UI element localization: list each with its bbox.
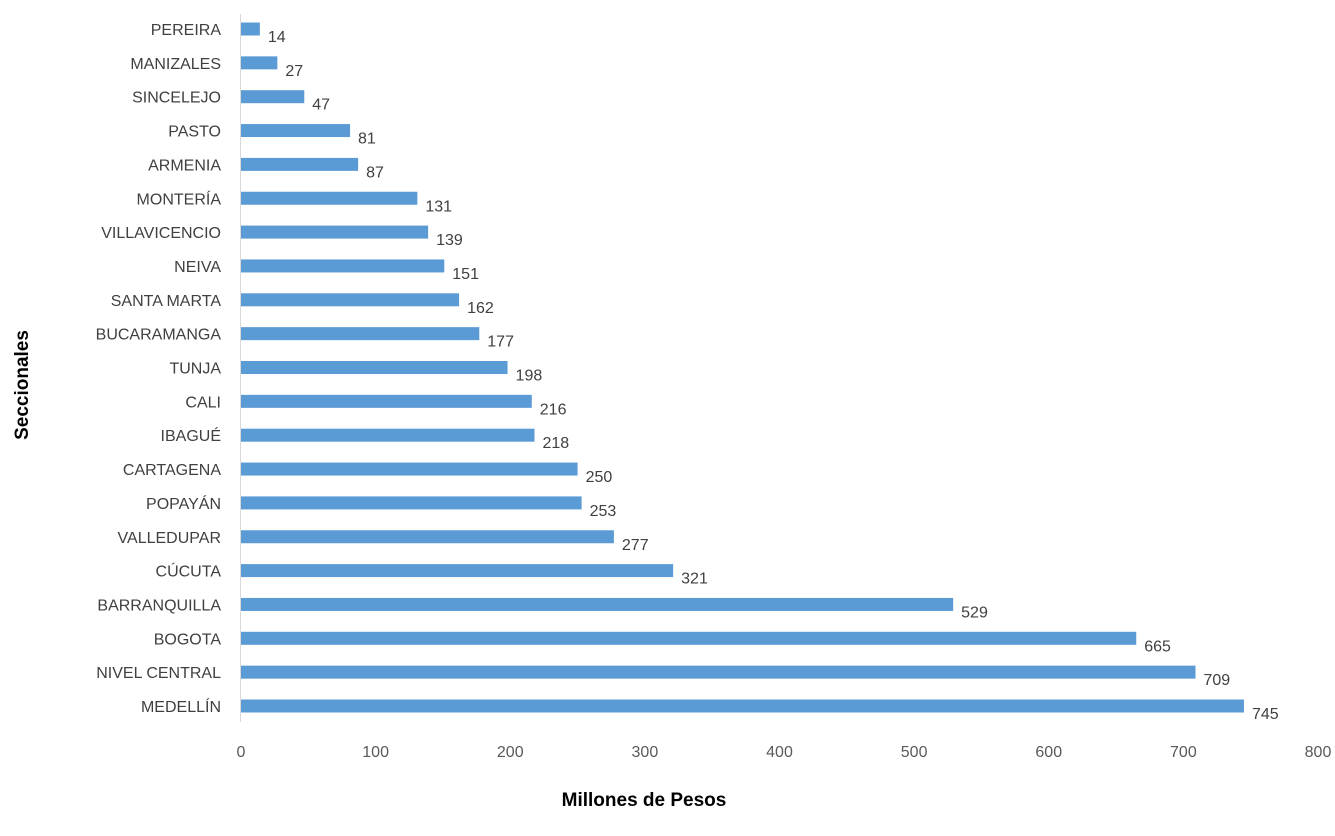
bar <box>241 462 578 476</box>
category-label: CARTAGENA <box>123 462 221 479</box>
data-label: 321 <box>681 571 708 588</box>
y-axis-title: Seccionales <box>12 330 33 440</box>
category-label: BOGOTA <box>154 631 222 648</box>
bar <box>241 124 351 138</box>
x-tick-label: 400 <box>766 744 793 761</box>
category-label: NEIVA <box>174 259 221 276</box>
bar <box>241 191 418 205</box>
x-axis-title: Millones de Pesos <box>562 790 727 811</box>
bar <box>241 394 532 408</box>
category-label: BUCARAMANGA <box>96 327 222 344</box>
category-label: SANTA MARTA <box>111 293 222 310</box>
category-label: PEREIRA <box>151 22 222 39</box>
data-label: 14 <box>268 29 286 46</box>
bar <box>241 327 480 341</box>
category-label: NIVEL CENTRAL <box>96 665 221 682</box>
data-label: 253 <box>590 503 617 520</box>
data-label: 177 <box>487 334 514 351</box>
bar <box>241 157 359 171</box>
bar <box>241 496 582 510</box>
category-labels: MEDELLÍN NIVEL CENTRAL BOGOTA BARRANQUILLA C… <box>96 22 222 716</box>
data-label: 250 <box>586 469 613 486</box>
bar <box>241 699 1244 713</box>
bar <box>241 259 445 273</box>
x-tick-label: 600 <box>1035 744 1062 761</box>
bar <box>241 530 614 544</box>
bar <box>241 22 260 36</box>
bar <box>241 564 674 578</box>
data-label: 27 <box>285 63 303 80</box>
data-label: 47 <box>312 97 330 114</box>
x-tick-label: 500 <box>901 744 928 761</box>
x-tick-labels: 0 100 200 300 400 500 600 700 800 <box>237 744 1332 761</box>
category-label: SINCELEJO <box>132 90 221 107</box>
data-label: 131 <box>425 198 452 215</box>
x-tick-label: 800 <box>1305 744 1332 761</box>
data-label: 198 <box>516 368 543 385</box>
bar <box>241 293 460 307</box>
category-label: CÚCUTA <box>156 562 222 581</box>
category-label: MEDELLÍN <box>141 697 221 716</box>
category-label: IBAGUÉ <box>161 426 221 445</box>
data-label: 745 <box>1252 706 1279 723</box>
x-tick-label: 700 <box>1170 744 1197 761</box>
category-label: MANIZALES <box>130 56 221 73</box>
bar <box>241 361 508 374</box>
data-label: 277 <box>622 537 649 554</box>
category-label: MONTERÍA <box>137 189 222 208</box>
bar <box>241 225 429 239</box>
category-label: VILLAVICENCIO <box>101 225 221 242</box>
category-label: ARMENIA <box>148 157 221 174</box>
data-label: 218 <box>542 435 569 452</box>
category-label: BARRANQUILLA <box>97 597 221 614</box>
x-tick-label: 300 <box>632 744 659 761</box>
category-label: CALI <box>185 394 221 411</box>
x-tick-label: 100 <box>362 744 389 761</box>
x-tick-label: 0 <box>237 744 246 761</box>
data-label: 81 <box>358 131 376 148</box>
bar <box>241 428 535 442</box>
data-label: 162 <box>467 300 494 317</box>
bar <box>241 90 305 104</box>
data-label: 87 <box>366 164 384 181</box>
category-label: POPAYÁN <box>146 494 221 513</box>
data-label: 216 <box>540 401 567 418</box>
category-label: VALLEDUPAR <box>118 530 221 547</box>
bar <box>241 665 1196 679</box>
bar <box>241 56 278 70</box>
bar <box>241 631 1137 645</box>
data-label: 665 <box>1144 638 1171 655</box>
category-label: TUNJA <box>169 361 221 378</box>
data-label: 709 <box>1203 672 1230 689</box>
data-label: 139 <box>436 232 463 249</box>
category-label: PASTO <box>168 124 221 141</box>
data-label: 529 <box>961 604 988 621</box>
x-tick-label: 200 <box>497 744 524 761</box>
bars-group <box>241 22 1244 713</box>
bar <box>241 597 954 611</box>
data-label: 151 <box>452 266 479 283</box>
